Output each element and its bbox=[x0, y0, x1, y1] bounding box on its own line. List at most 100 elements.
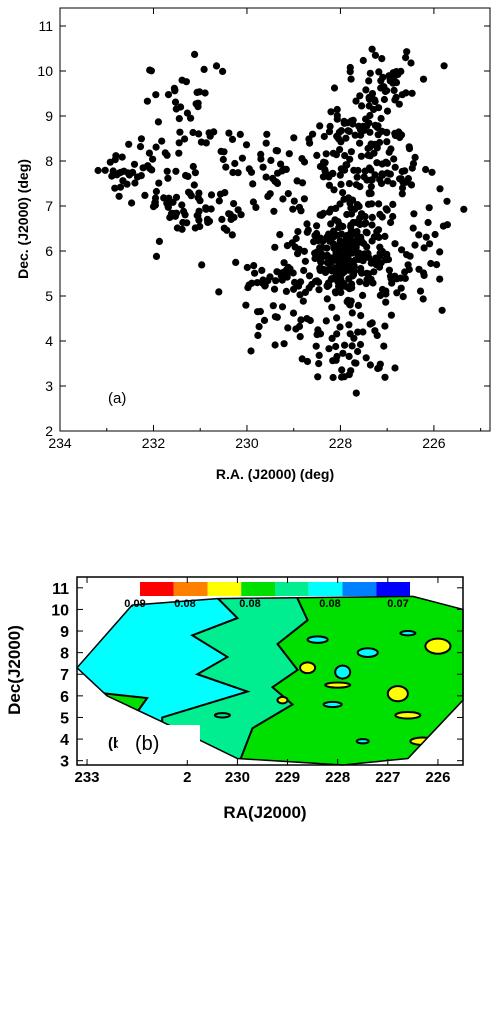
scatter-point bbox=[205, 129, 213, 137]
scatter-point bbox=[365, 270, 373, 278]
scatter-point bbox=[254, 331, 262, 339]
scatter-point bbox=[368, 319, 376, 327]
scatter-point bbox=[362, 354, 370, 362]
scatter-point bbox=[440, 62, 448, 70]
scatter-point bbox=[272, 147, 280, 155]
scatter-point bbox=[420, 244, 428, 252]
x-tick-label: 2 bbox=[183, 769, 191, 786]
scatter-point bbox=[315, 360, 323, 368]
colorbar-label: 0.08 bbox=[319, 598, 340, 610]
scatter-point bbox=[290, 197, 298, 205]
scatter-point bbox=[154, 118, 162, 126]
scatter-point bbox=[373, 123, 381, 131]
scatter-point bbox=[171, 98, 180, 106]
scatter-point bbox=[350, 166, 358, 174]
scatter-point bbox=[382, 205, 390, 213]
scatter-point bbox=[172, 167, 180, 175]
scatter-point bbox=[411, 241, 419, 249]
x-tick-label: 234 bbox=[48, 435, 72, 451]
colorbar-swatch bbox=[207, 582, 242, 596]
scatter-point bbox=[314, 373, 322, 381]
scatter-point bbox=[366, 69, 374, 77]
scatter-point bbox=[111, 184, 119, 192]
scatter-point bbox=[383, 138, 391, 146]
y-tick-label: 11 bbox=[52, 581, 69, 598]
contour-island bbox=[299, 661, 317, 675]
colorbar: 0.09 0.08 0.08 0.08 0.07 bbox=[124, 582, 410, 610]
scatter-point bbox=[365, 119, 373, 127]
scatter-point bbox=[301, 257, 309, 265]
scatter-point bbox=[380, 95, 388, 104]
scatter-point bbox=[378, 213, 386, 221]
scatter-point bbox=[184, 172, 192, 180]
scatter-point bbox=[419, 295, 427, 303]
scatter-point bbox=[377, 114, 385, 123]
scatter-point bbox=[356, 214, 364, 222]
scatter-point bbox=[359, 291, 367, 299]
colorbar-swatch bbox=[275, 582, 309, 596]
contour-chart: 0.09 0.08 0.08 0.08 0.07 233 2 230 229 228 227 226… bbox=[5, 576, 464, 822]
scatter-point bbox=[190, 181, 198, 189]
scatter-point bbox=[433, 261, 441, 269]
scatter-point bbox=[322, 150, 330, 158]
scatter-point bbox=[443, 197, 451, 205]
colorbar-label: 0.07 bbox=[387, 598, 408, 610]
colorbar-label: 0.08 bbox=[174, 598, 195, 610]
scatter-point bbox=[368, 213, 376, 221]
scatter-point bbox=[397, 284, 405, 292]
scatter-point bbox=[333, 266, 341, 275]
scatter-point bbox=[200, 65, 208, 73]
scatter-point bbox=[356, 278, 364, 286]
scatter-point bbox=[234, 169, 242, 177]
scatter-point bbox=[379, 73, 387, 81]
scatter-point bbox=[332, 289, 340, 297]
scatter-point bbox=[243, 263, 251, 272]
scatter-point bbox=[401, 274, 409, 282]
y-tick-label: 6 bbox=[45, 243, 53, 259]
scatter-point bbox=[290, 134, 298, 142]
x-tick-label: 228 bbox=[329, 435, 353, 451]
scatter-point bbox=[370, 233, 378, 241]
scatter-point bbox=[356, 92, 364, 100]
scatter-point bbox=[250, 262, 258, 270]
scatter-point bbox=[352, 181, 360, 189]
scatter-point bbox=[259, 279, 267, 287]
scatter-point bbox=[336, 146, 344, 154]
scatter-point bbox=[361, 167, 369, 175]
scatter-point bbox=[238, 154, 246, 162]
scatter-point bbox=[343, 283, 351, 291]
scatter-point bbox=[315, 351, 323, 359]
scatter-point bbox=[152, 252, 161, 260]
scatter-point bbox=[354, 328, 362, 336]
contour-map bbox=[75, 595, 464, 766]
scatter-point bbox=[337, 241, 345, 249]
scatter-point bbox=[146, 164, 154, 172]
scatter-point bbox=[338, 366, 346, 374]
contour-island bbox=[334, 664, 352, 680]
scatter-point bbox=[371, 171, 379, 179]
scatter-point bbox=[404, 175, 412, 183]
scatter-point bbox=[305, 272, 314, 280]
scatter-point bbox=[291, 278, 299, 286]
scatter-point bbox=[347, 367, 355, 375]
scatter-point bbox=[191, 50, 199, 59]
scatter-point bbox=[408, 89, 416, 97]
scatter-point bbox=[375, 68, 383, 76]
scatter-point bbox=[177, 103, 185, 111]
scatter-point bbox=[318, 211, 326, 219]
contour-region bbox=[86, 690, 149, 728]
scatter-point bbox=[313, 151, 321, 159]
scatter-point bbox=[330, 186, 338, 194]
contour-island bbox=[322, 700, 343, 709]
scatter-point bbox=[195, 130, 203, 138]
scatter-point bbox=[389, 200, 397, 208]
y-axis-label: Dec. (J2000) (deg) bbox=[15, 159, 31, 279]
scatter-point bbox=[343, 298, 351, 306]
scatter-point bbox=[301, 288, 309, 296]
y-tick-label: 7 bbox=[45, 198, 53, 214]
scatter-point bbox=[175, 139, 183, 147]
scatter-point bbox=[348, 309, 356, 317]
scatter-point bbox=[359, 56, 367, 65]
scatter-point bbox=[203, 215, 212, 223]
scatter-point bbox=[296, 291, 304, 299]
